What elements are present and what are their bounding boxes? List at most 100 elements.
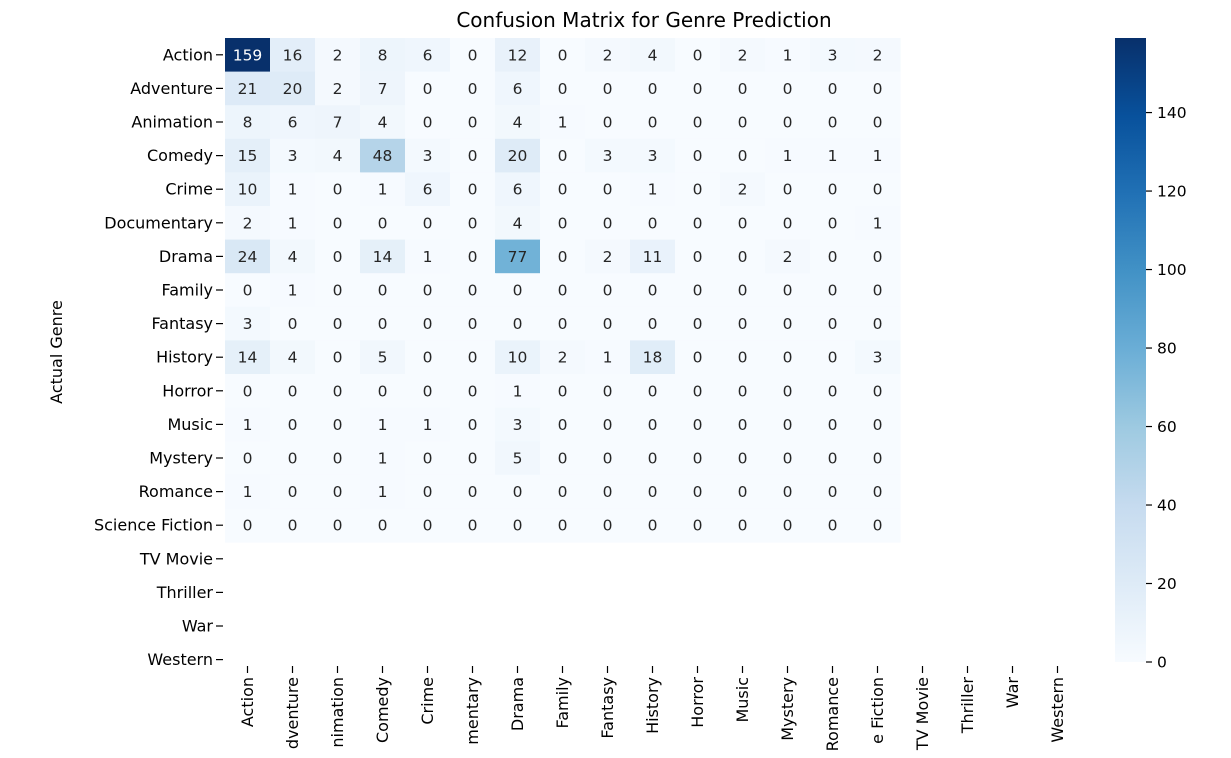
cell-value-label: 0 [738, 517, 748, 535]
column-tick-label: Family [553, 677, 572, 728]
cell-value-label: 0 [333, 214, 343, 232]
heatmap-cell [540, 38, 586, 73]
heatmap-cell [810, 340, 856, 375]
cell-value-label: 0 [333, 349, 343, 367]
heatmap-cell [630, 407, 676, 442]
heatmap-cell [405, 374, 451, 409]
cell-value-label: 0 [693, 80, 703, 98]
y-axis-label: Actual Genre [47, 300, 66, 404]
cell-value-label: 0 [558, 248, 568, 266]
heatmap-cell [720, 105, 766, 140]
cell-value-label: 0 [873, 416, 883, 434]
heatmap-cell [630, 38, 676, 73]
heatmap-cells: 159 16 2 8 6 0 12 0 2 4 0 2 1 3 221 20 2 7 0 0 6 0 0 0 0 0 0 0 08 6 7 4… [225, 38, 901, 543]
cell-value-label: 3 [648, 147, 658, 165]
cell-value-label: 0 [603, 382, 613, 400]
cell-value-label: 3 [873, 349, 883, 367]
cell-value-label: 0 [558, 517, 568, 535]
row-tick-label: Horror [162, 381, 213, 400]
heatmap-cell [405, 441, 451, 476]
heatmap-cell [225, 273, 271, 308]
heatmap-cell [585, 273, 631, 308]
cell-value-label: 24 [238, 248, 258, 266]
column-tick-label: nimation [328, 677, 347, 748]
column-tick-label: TV Movie [913, 677, 932, 751]
heatmap-cell [315, 38, 361, 73]
cell-value-label: 0 [333, 382, 343, 400]
cell-value-label: 3 [423, 147, 433, 165]
colorbar-gradient [1115, 38, 1146, 662]
heatmap-cell [540, 508, 586, 543]
heatmap-cell [360, 407, 406, 442]
cell-value-label: 0 [828, 450, 838, 468]
heatmap-cell [225, 306, 271, 341]
row-tick-label: Family [162, 281, 213, 300]
cell-value-label: 5 [378, 349, 388, 367]
cell-value-label: 0 [648, 450, 658, 468]
heatmap-cell [450, 407, 496, 442]
cell-value-label: 0 [468, 214, 478, 232]
cell-value-label: 0 [333, 248, 343, 266]
cell-value-label: 0 [603, 517, 613, 535]
cell-value-label: 0 [738, 147, 748, 165]
cell-value-label: 0 [468, 80, 478, 98]
heatmap-cell [270, 340, 316, 375]
heatmap-cell [855, 407, 901, 442]
heatmap-cell [450, 105, 496, 140]
heatmap-cell [720, 172, 766, 207]
cell-value-label: 3 [828, 46, 838, 64]
colorbar-tick-label: 0 [1157, 654, 1167, 672]
heatmap-cell [810, 138, 856, 173]
cell-value-label: 6 [288, 114, 298, 132]
column-tick-label: Fantasy [598, 677, 617, 739]
heatmap-cell [360, 206, 406, 241]
row-tick-label: Romance [139, 482, 213, 501]
heatmap-cell [495, 71, 541, 106]
cell-value-label: 18 [643, 349, 663, 367]
cell-value-label: 0 [828, 181, 838, 199]
cell-value-label: 48 [373, 147, 393, 165]
cell-value-label: 0 [738, 282, 748, 300]
cell-value-label: 1 [423, 416, 433, 434]
cell-value-label: 6 [513, 181, 523, 199]
heatmap-cell [765, 340, 811, 375]
cell-value-label: 0 [873, 315, 883, 333]
heatmap-cell [810, 374, 856, 409]
cell-value-label: 0 [288, 416, 298, 434]
cell-value-label: 0 [468, 147, 478, 165]
cell-value-label: 2 [333, 80, 343, 98]
heatmap-cell [810, 306, 856, 341]
column-tick-label: Thriller [958, 677, 977, 735]
heatmap-cell [360, 239, 406, 274]
heatmap-cell [450, 71, 496, 106]
row-tick-label: TV Movie [139, 549, 213, 568]
cell-value-label: 0 [243, 382, 253, 400]
heatmap-cell [720, 138, 766, 173]
cell-value-label: 0 [738, 114, 748, 132]
heatmap-cell [495, 441, 541, 476]
heatmap-cell [360, 273, 406, 308]
colorbar-tick-label: 80 [1157, 340, 1177, 358]
heatmap-cell [405, 508, 451, 543]
heatmap-cell [495, 306, 541, 341]
column-tick-label: Horror [688, 677, 707, 728]
cell-value-label: 0 [873, 483, 883, 501]
cell-value-label: 0 [423, 80, 433, 98]
cell-value-label: 1 [243, 416, 253, 434]
cell-value-label: 0 [333, 282, 343, 300]
heatmap-cell [765, 172, 811, 207]
heatmap-cell [675, 374, 721, 409]
cell-value-label: 2 [873, 46, 883, 64]
heatmap-cell [675, 474, 721, 509]
cell-value-label: 0 [423, 483, 433, 501]
cell-value-label: 0 [738, 382, 748, 400]
row-tick-labels: Action Adventure Animation Comedy Crime Docum… [94, 45, 223, 669]
heatmap-cell [675, 38, 721, 73]
heatmap-cell [720, 508, 766, 543]
cell-value-label: 0 [783, 416, 793, 434]
heatmap-cell [360, 105, 406, 140]
heatmap-cell [810, 172, 856, 207]
cell-value-label: 0 [828, 416, 838, 434]
cell-value-label: 0 [693, 114, 703, 132]
